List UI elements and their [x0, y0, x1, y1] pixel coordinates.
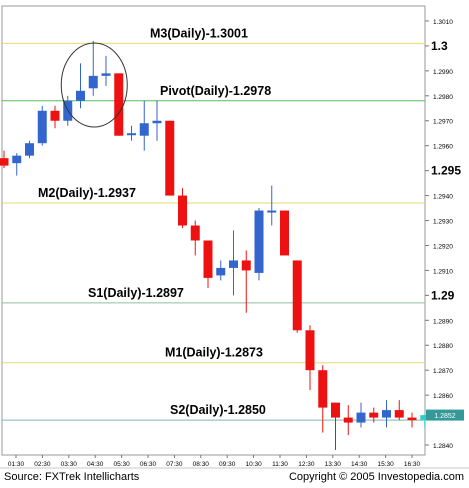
candle-body: [165, 120, 175, 196]
current-price-label: 1.2852: [434, 413, 456, 420]
y-tick-label: 1.2930: [433, 219, 453, 226]
x-tick-label: 09:30: [219, 461, 236, 468]
candle-body: [0, 158, 9, 166]
candle-body: [280, 210, 289, 256]
y-tick-label: 1.2970: [433, 119, 453, 126]
y-tick-label: 1.2860: [433, 393, 453, 400]
x-tick-label: 14:30: [351, 461, 368, 468]
y-tick-label: 1.2940: [433, 194, 453, 201]
candle-body: [101, 73, 111, 76]
candle-body: [407, 417, 417, 421]
level-label: S2(Daily)-1.2850: [170, 403, 266, 417]
y-tick-label: 1.3010: [433, 19, 453, 26]
candle-body: [203, 240, 213, 278]
source-caption: Source: FXTrek Intellicharts: [4, 471, 140, 483]
candle-body: [50, 110, 60, 121]
y-tick-label: 1.2890: [433, 318, 453, 325]
plot-area: [1, 5, 426, 456]
x-tick-label: 15:30: [377, 461, 394, 468]
candle-body: [369, 412, 379, 418]
candle-body: [292, 260, 302, 331]
candle-body: [229, 260, 238, 268]
level-label: S1(Daily)-1.2897: [88, 286, 184, 300]
x-tick-label: 08:30: [193, 461, 210, 468]
level-label: Pivot(Daily)-1.2978: [160, 84, 271, 98]
candle-body: [382, 410, 391, 418]
candle-body: [178, 195, 187, 226]
candle-body: [356, 412, 366, 423]
x-tick-label: 04:30: [87, 461, 104, 468]
y-tick-label: 1.2910: [433, 268, 453, 275]
x-tick-label: 03:30: [61, 461, 78, 468]
candle-body: [343, 417, 353, 423]
current-price-marker: [426, 409, 464, 421]
annotation-circle: [60, 42, 128, 128]
y-tick-label: 1.29: [431, 288, 455, 302]
y-tick-label: 1.2920: [433, 243, 453, 250]
x-tick-label: 13:30: [325, 461, 342, 468]
x-tick-label: 01:30: [8, 461, 25, 468]
level-label: M3(Daily)-1.3001: [150, 26, 248, 40]
x-tick-label: 02:30: [34, 461, 51, 468]
candle-body: [305, 330, 315, 371]
y-tick-label: 1.2980: [433, 94, 453, 101]
x-tick-label: 05:30: [113, 461, 130, 468]
candle-body: [114, 73, 124, 136]
x-tick-label: 16:30: [404, 461, 421, 468]
copyright-caption: Copyright © 2005 Investopedia.com: [288, 471, 464, 483]
y-tick-label: 1.3: [431, 39, 448, 53]
y-tick-label: 1.295: [431, 164, 461, 178]
level-label: M2(Daily)-1.2937: [38, 186, 136, 200]
y-tick-label: 1.2880: [433, 343, 453, 350]
candle-body: [241, 260, 251, 271]
candle-body: [139, 123, 149, 136]
x-tick-label: 12:30: [298, 461, 315, 468]
level-label: M1(Daily)-1.2873: [165, 346, 263, 360]
candle-body: [88, 75, 98, 89]
x-tick-label: 06:30: [140, 461, 157, 468]
candle-body: [37, 110, 47, 144]
x-tick-label: 07:30: [166, 461, 183, 468]
candle-body: [318, 370, 328, 408]
candle-body: [25, 143, 34, 156]
candle-body: [267, 210, 277, 213]
candle-body: [420, 415, 430, 421]
candle-body: [190, 225, 200, 241]
candle-body: [216, 267, 226, 276]
y-tick-label: 1.2990: [433, 69, 453, 76]
x-tick-label: 10:30: [245, 461, 262, 468]
candle-body: [127, 133, 136, 136]
candle-body: [394, 410, 404, 418]
y-tick-label: 1.2840: [433, 443, 453, 450]
candle-body: [254, 210, 264, 273]
candle-body: [331, 402, 340, 418]
y-tick-label: 1.2870: [433, 368, 453, 375]
y-tick-label: 1.2960: [433, 144, 453, 151]
candle-body: [76, 90, 85, 101]
candle-body: [12, 155, 22, 164]
x-tick-label: 11:30: [272, 461, 288, 468]
candle-body: [152, 120, 162, 124]
